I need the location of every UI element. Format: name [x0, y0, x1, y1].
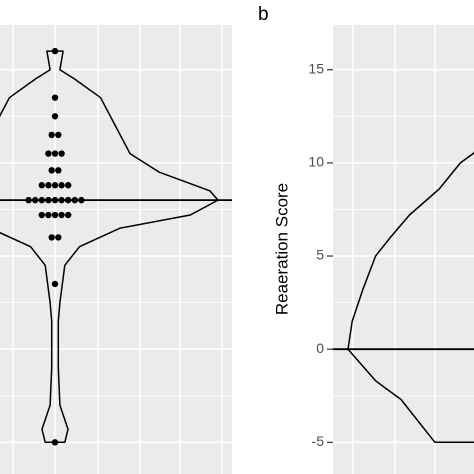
data-point: [45, 182, 52, 189]
data-point: [38, 211, 45, 219]
violin: [347, 151, 474, 444]
y-tick-label: -5: [312, 433, 325, 449]
data-point: [55, 131, 62, 139]
data-point: [71, 196, 79, 204]
data-point: [51, 113, 59, 120]
panel-label: b: [258, 4, 269, 25]
data-point: [38, 182, 45, 189]
data-point: [58, 196, 65, 204]
panel: [0, 25, 232, 474]
y-axis-label: Reaeration Score: [272, 183, 291, 315]
data-point: [51, 150, 59, 157]
data-point: [32, 196, 39, 204]
data-point: [48, 167, 55, 174]
data-point: [45, 150, 52, 157]
data-point: [58, 211, 65, 219]
data-point: [51, 47, 59, 55]
data-point: [51, 439, 59, 446]
data-point: [48, 234, 55, 241]
violin: [0, 50, 219, 444]
data-point: [51, 280, 59, 288]
data-point: [51, 211, 59, 219]
y-tick-label: 10: [308, 154, 324, 170]
data-point: [25, 196, 32, 204]
data-point: [51, 196, 59, 204]
data-point: [65, 182, 72, 189]
data-point: [55, 234, 62, 241]
data-point: [58, 182, 65, 189]
panel-background: [0, 25, 232, 474]
data-point: [78, 196, 85, 204]
panel: [333, 25, 474, 474]
data-point: [65, 196, 72, 204]
data-point: [51, 94, 59, 101]
data-point: [58, 150, 65, 157]
y-tick-label: 15: [308, 60, 324, 76]
data-point: [45, 211, 52, 219]
data-point: [45, 196, 52, 204]
data-point: [65, 211, 72, 219]
data-point: [55, 167, 62, 174]
data-point: [51, 182, 59, 189]
data-point: [38, 196, 45, 204]
data-point: [48, 131, 55, 139]
y-tick-label: 5: [316, 247, 324, 263]
panel-background: [333, 25, 474, 474]
y-tick-label: 0: [316, 340, 324, 356]
